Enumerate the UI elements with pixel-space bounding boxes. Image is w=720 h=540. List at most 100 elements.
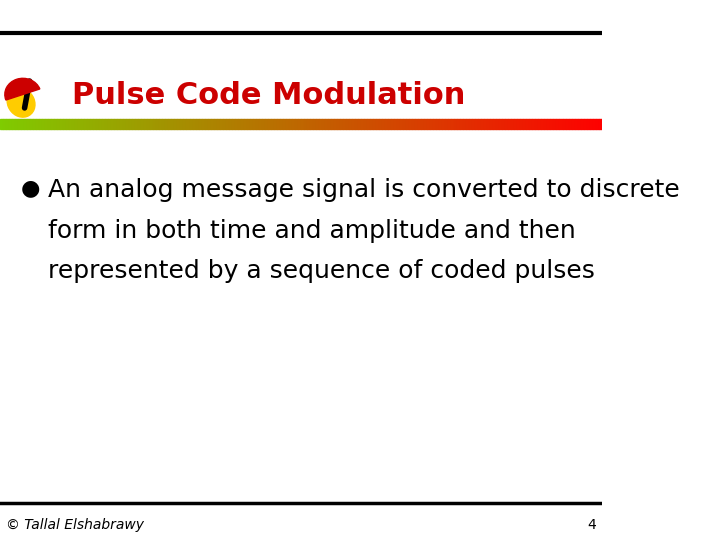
Bar [575,119,577,129]
Bar [508,119,511,129]
Bar [340,119,343,129]
Bar [27,119,30,129]
Bar [132,119,135,129]
Bar [81,119,84,129]
Bar [217,119,220,129]
Bar [69,119,72,129]
Bar [361,119,364,129]
Bar [21,119,24,129]
Bar [280,119,283,129]
Bar [15,119,18,129]
Bar [593,119,595,129]
Bar [544,119,547,129]
Text: represented by a sequence of coded pulses: represented by a sequence of coded pulse… [48,259,595,283]
Bar [250,119,253,129]
Text: Pulse Code Modulation: Pulse Code Modulation [72,82,466,110]
Bar [36,119,39,129]
Bar [168,119,171,129]
Bar [331,119,334,129]
Bar [156,119,159,129]
Bar [467,119,469,129]
Bar [448,119,451,129]
Bar [460,119,463,129]
Bar [114,119,117,129]
Bar [145,119,148,129]
Bar [547,119,551,129]
Bar [84,119,87,129]
Bar [24,119,27,129]
Bar [294,119,298,129]
Bar [292,119,294,129]
Bar [355,119,358,129]
Bar [397,119,400,129]
Bar [48,119,51,129]
Bar [135,119,138,129]
Bar [536,119,539,129]
Bar [12,119,15,129]
Bar [364,119,367,129]
Bar [186,119,189,129]
Bar [30,119,33,129]
Bar [334,119,337,129]
Bar [54,119,57,129]
Bar [268,119,271,129]
Bar [18,119,21,129]
Bar [247,119,250,129]
Bar [325,119,328,129]
Bar [424,119,427,129]
Bar [141,119,145,129]
Bar [577,119,580,129]
Bar [442,119,445,129]
Bar [475,119,478,129]
Bar [123,119,126,129]
Bar [289,119,292,129]
Bar [415,119,418,129]
Bar [94,119,96,129]
Bar [150,119,153,129]
Bar [63,119,66,129]
Bar [265,119,268,129]
Bar [45,119,48,129]
Bar [60,119,63,129]
Bar [370,119,373,129]
Bar [352,119,355,129]
Bar [229,119,232,129]
Bar [196,119,199,129]
Bar [433,119,436,129]
Bar [153,119,156,129]
Bar [163,119,166,129]
Bar [274,119,276,129]
Bar [373,119,376,129]
Bar [138,119,141,129]
Bar [220,119,222,129]
Bar [0,73,602,119]
Bar [199,119,202,129]
Bar [503,119,505,129]
Bar [207,119,210,129]
Bar [511,119,514,129]
Bar [418,119,421,129]
Bar [258,119,261,129]
Bar [312,119,316,129]
Bar [523,119,526,129]
Bar [232,119,235,129]
Bar [562,119,565,129]
Bar [310,119,312,129]
Bar [57,119,60,129]
Bar [493,119,496,129]
Bar [112,119,114,129]
Bar [66,119,69,129]
Bar [102,119,105,129]
Bar [554,119,557,129]
Bar [253,119,256,129]
Bar [532,119,536,129]
Bar [184,119,186,129]
Bar [99,119,102,129]
Bar [181,119,184,129]
Bar [557,119,559,129]
Bar [367,119,370,129]
Bar [481,119,485,129]
Bar [90,119,94,129]
Bar [451,119,454,129]
Bar [478,119,481,129]
